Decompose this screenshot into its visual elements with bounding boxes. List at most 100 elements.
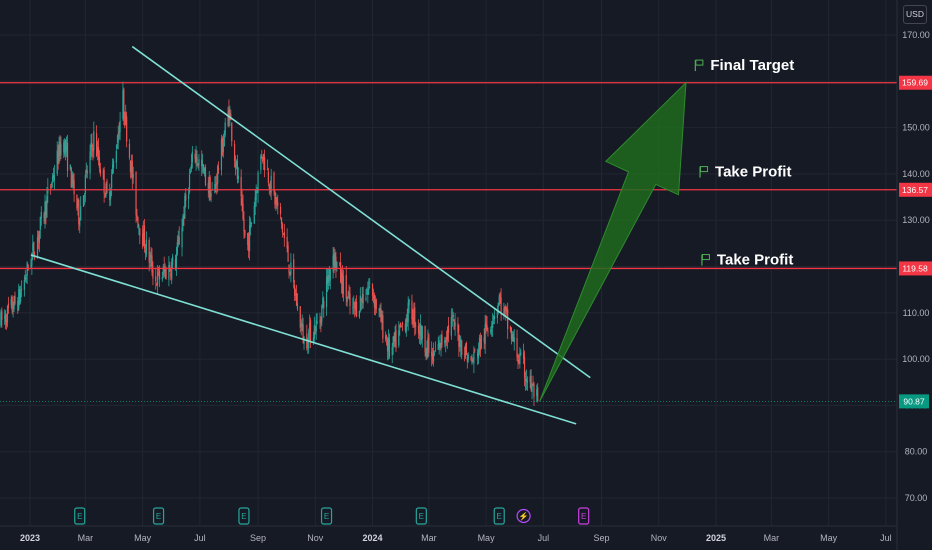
candle-body [307,346,309,348]
candle-body [223,135,225,147]
candle-body [328,274,330,279]
candle-body [10,299,12,306]
trendline-lower[interactable] [30,254,577,425]
candle-body [465,343,467,356]
candle-body [135,171,137,216]
x-tick-label: Sep [250,533,266,543]
candle-body [24,276,26,280]
annotations[interactable]: Final Target Take Profit Take Profit [694,57,794,269]
candle-body [47,188,49,194]
y-tick-label: 80.00 [905,447,928,457]
candle-body [142,233,144,246]
candle-body [458,334,460,347]
annotation-label[interactable]: Final Target [694,57,794,74]
event-label: E [581,512,586,521]
candle-body [122,90,124,120]
candle-body [417,325,420,333]
candle-body [274,191,276,205]
candle-body [457,323,459,333]
candle-body [249,221,252,229]
trendlines[interactable] [30,45,591,425]
event-earnings-marker[interactable]: E [152,507,165,525]
horizontal-levels[interactable] [0,82,897,402]
event-earnings-marker[interactable]: E [238,507,250,525]
candle-body [188,174,191,193]
candle-body [260,155,262,170]
candle-body [72,174,74,184]
candle-body [315,320,317,332]
event-earnings_upcoming-marker[interactable]: E [578,507,590,525]
candle-body [450,316,452,336]
candle-body [492,322,494,328]
candle-body [536,389,538,396]
axis-price-labels: 159.69 136.57 119.58 90.87 [899,75,932,409]
event-markers[interactable]: E E E E E E ⚡ E [74,507,590,525]
target-arrow-shape[interactable] [539,81,687,402]
candle-body [439,342,441,349]
candle-body [492,316,495,320]
candle-body [216,182,218,185]
candle-body [5,313,7,322]
candle-body [76,194,78,209]
candle-body [202,163,204,167]
candle-body [326,275,329,285]
earnings-icon [74,507,86,525]
candle-body [266,168,269,170]
candle-body [263,154,265,161]
candle-body [25,277,27,280]
candle-body [530,375,532,391]
annotation-label[interactable]: Take Profit [699,164,791,181]
candle-body [112,160,115,168]
time-axis[interactable]: 2023 Mar May Jul Sep Nov 2024 Mar May Jul Sep Nov 20… [20,533,892,543]
candle-body [264,156,266,171]
x-tick-label: Mar [764,533,780,543]
candle-body [276,197,278,206]
candle-body [372,296,375,298]
event-earnings-marker[interactable]: E [74,507,86,525]
trendline-upper[interactable] [131,45,591,379]
candle-body [144,251,147,253]
candle-body [31,253,33,266]
candle-body [253,205,255,224]
event-dividend-marker[interactable]: ⚡ [516,508,531,524]
candle-body [20,289,23,291]
event-earnings-marker[interactable]: E [415,507,427,525]
candle-body [485,322,487,328]
level-price-label: 119.58 [902,263,928,273]
candle-body [241,198,243,205]
candle-body [209,177,211,200]
candle-body [339,263,341,264]
target-arrow[interactable] [539,81,687,402]
candle-body [517,360,519,363]
x-tick-label: Nov [307,533,324,543]
candle-body [426,347,428,358]
candle-body [79,220,81,227]
candle-body [398,330,400,346]
candle-body [123,88,125,116]
event-earnings-marker[interactable]: E [493,507,505,525]
candle-body [424,325,426,353]
event-earnings-marker[interactable]: E [320,507,333,525]
candle-body [510,327,513,340]
currency-label[interactable]: USD [903,5,927,24]
candle-body [413,309,415,322]
candle-body [269,186,271,191]
candle-body [210,192,212,197]
candle-body [56,150,58,174]
candle-body [352,307,354,308]
candle-body [373,294,376,307]
candle-body [484,324,486,345]
x-tick-label: Mar [421,533,437,543]
candle-body [277,202,279,206]
last-price-label: 90.87 [903,396,925,406]
event-label: ⚡ [519,511,529,521]
candle-body [17,300,19,311]
annotation-label[interactable]: Take Profit [701,252,793,269]
candle-body [142,228,145,247]
candle-body [380,308,382,323]
candle-body [281,223,284,233]
candle-body [194,153,196,160]
candle-body [222,143,224,153]
candle-body [385,335,387,340]
